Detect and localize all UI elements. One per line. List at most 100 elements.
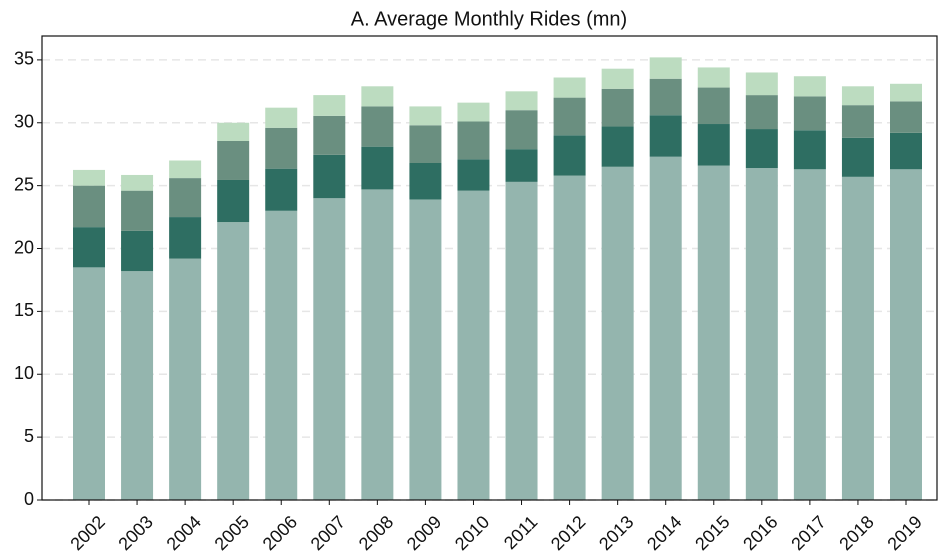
bar-segment: [73, 169, 105, 186]
x-tick-label: 2016: [739, 512, 781, 554]
bar-segment: [169, 160, 202, 179]
bar-segment: [457, 190, 490, 500]
bar-segment: [217, 179, 250, 223]
x-tick-label: 2017: [787, 512, 829, 554]
bar-segment: [697, 67, 730, 88]
bar-segment: [601, 166, 634, 500]
bar-segment: [841, 137, 874, 177]
bar-segment: [169, 217, 202, 259]
bar-segment: [793, 130, 826, 170]
x-tick-label: 2013: [595, 512, 637, 554]
bar-segment: [121, 174, 154, 191]
x-tick-label: 2015: [691, 512, 733, 554]
bar-segment: [169, 178, 202, 218]
bar-segment: [601, 88, 634, 127]
x-tick-label: 2005: [211, 512, 253, 554]
bar-segment: [217, 122, 250, 141]
bar-segment: [601, 68, 634, 89]
bar-segment: [505, 149, 538, 182]
y-tick-label: 15: [14, 300, 34, 320]
bar-segment: [505, 181, 538, 500]
bar-segment: [553, 175, 586, 500]
x-tick-label: 2006: [259, 512, 301, 554]
bar-segment: [409, 199, 442, 500]
bar-segment: [890, 169, 922, 500]
bar-segment: [793, 169, 826, 500]
x-tick-label: 2002: [66, 512, 108, 554]
bar-segment: [553, 77, 586, 98]
x-tick-label: 2010: [451, 512, 493, 554]
bar-segment: [697, 124, 730, 166]
bar-segment: [361, 189, 394, 500]
bar-segment: [601, 126, 634, 167]
bar-segment: [890, 132, 922, 170]
bar-segment: [73, 185, 105, 228]
bar-segment: [841, 105, 874, 138]
bar-segment: [313, 198, 346, 501]
bar-segment: [409, 106, 442, 126]
bar-segment: [505, 91, 538, 111]
bar-segment: [457, 159, 490, 191]
bar-segment: [361, 86, 394, 107]
bar-segment: [265, 127, 298, 169]
bar-segment: [697, 87, 730, 125]
bar-segment: [361, 106, 394, 147]
bar-segment: [217, 140, 250, 180]
x-tick-label: 2018: [835, 512, 877, 554]
bar-segment: [457, 102, 490, 122]
bar-segment: [841, 86, 874, 106]
x-tick-label: 2007: [307, 512, 349, 554]
x-tick-label: 2011: [500, 512, 542, 554]
bar-segment: [217, 222, 250, 501]
x-tick-label: 2004: [163, 512, 205, 554]
bar-segment: [890, 101, 922, 133]
plot-frame: [41, 35, 938, 501]
bar-segment: [649, 156, 682, 500]
x-tick-label: 2009: [403, 512, 445, 554]
bar-segment: [121, 230, 154, 272]
bar-segment: [649, 115, 682, 157]
bar-segment: [890, 83, 922, 102]
bar-segment: [265, 168, 298, 211]
bar-segment: [745, 72, 778, 96]
bar-segment: [457, 121, 490, 160]
y-tick-label: 10: [14, 363, 34, 383]
bar-segment: [313, 95, 346, 116]
bar-segment: [313, 154, 346, 199]
bar-segment: [697, 165, 730, 500]
y-tick-label: 30: [14, 112, 34, 132]
bar-segment: [409, 163, 442, 200]
bar-segment: [793, 76, 826, 97]
bar-segment: [409, 125, 442, 164]
x-tick-label: 2012: [547, 512, 589, 554]
bar-segment: [121, 271, 154, 500]
bar-segment: [649, 78, 682, 116]
bar-segment: [361, 146, 394, 190]
bar-segment: [793, 96, 826, 131]
bar-segment: [745, 129, 778, 169]
y-tick-label: 5: [24, 426, 34, 446]
bar-segment: [745, 168, 778, 500]
x-tick-label: 2014: [643, 512, 685, 554]
y-tick-label: 20: [14, 237, 34, 257]
bar-segment: [553, 97, 586, 136]
bar-segment: [553, 135, 586, 176]
bar-segment: [169, 258, 202, 500]
bar-segment: [745, 95, 778, 130]
bar-segment: [265, 107, 298, 128]
x-tick-label: 2008: [355, 512, 397, 554]
x-tick-label: 2003: [114, 512, 156, 554]
bar-segment: [505, 110, 538, 150]
bar-segment: [265, 210, 298, 501]
x-tick-label: 2019: [883, 512, 925, 554]
bar-segment: [313, 115, 346, 155]
bar-segment: [649, 57, 682, 79]
chart-title: A. Average Monthly Rides (mn): [351, 8, 627, 30]
bar-segment: [73, 227, 105, 268]
y-tick-label: 0: [24, 489, 34, 509]
bar-segment: [841, 176, 874, 500]
y-tick-label: 35: [14, 49, 34, 69]
bar-segment: [121, 190, 154, 231]
bar-segment: [73, 267, 105, 500]
